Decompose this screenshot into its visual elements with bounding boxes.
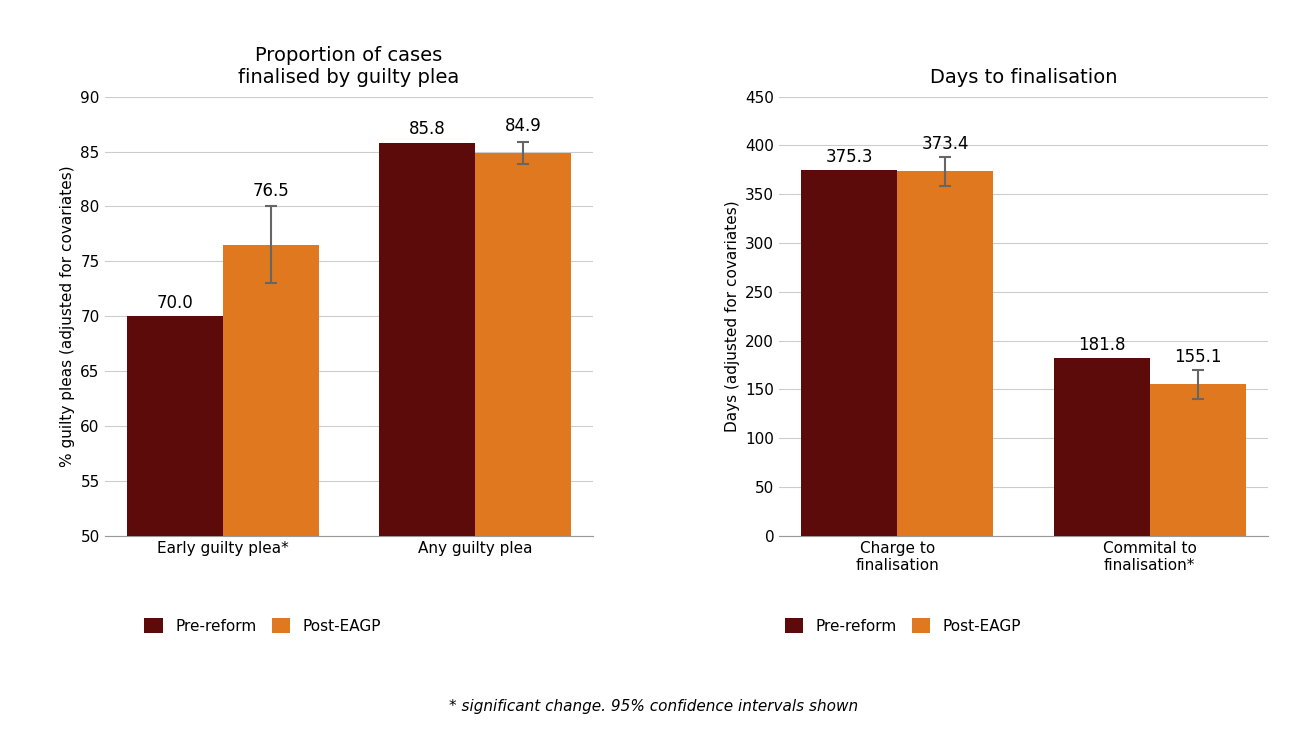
Title: Days to finalisation: Days to finalisation — [929, 68, 1117, 87]
Text: * significant change. 95% confidence intervals shown: * significant change. 95% confidence int… — [448, 699, 859, 714]
Y-axis label: % guilty pleas (adjusted for covariates): % guilty pleas (adjusted for covariates) — [60, 165, 74, 467]
Legend: Pre-reform, Post-EAGP: Pre-reform, Post-EAGP — [139, 612, 387, 640]
Bar — [476, 153, 571, 744]
Text: 373.4: 373.4 — [921, 135, 968, 153]
Text: 375.3: 375.3 — [826, 148, 873, 166]
Bar — [1150, 385, 1246, 536]
Y-axis label: Days (adjusted for covariates): Days (adjusted for covariates) — [724, 200, 740, 432]
Bar — [1053, 359, 1150, 536]
Bar — [801, 170, 897, 536]
Bar — [897, 171, 993, 536]
Bar — [127, 316, 222, 744]
Text: 70.0: 70.0 — [157, 294, 193, 312]
Legend: Pre-reform, Post-EAGP: Pre-reform, Post-EAGP — [779, 612, 1027, 640]
Bar — [379, 143, 476, 744]
Text: 84.9: 84.9 — [505, 117, 541, 135]
Bar — [222, 245, 319, 744]
Text: 85.8: 85.8 — [409, 121, 446, 138]
Text: 181.8: 181.8 — [1078, 336, 1125, 354]
Title: Proportion of cases
finalised by guilty plea: Proportion of cases finalised by guilty … — [238, 46, 460, 87]
Text: 155.1: 155.1 — [1174, 348, 1221, 366]
Text: 76.5: 76.5 — [252, 182, 289, 200]
